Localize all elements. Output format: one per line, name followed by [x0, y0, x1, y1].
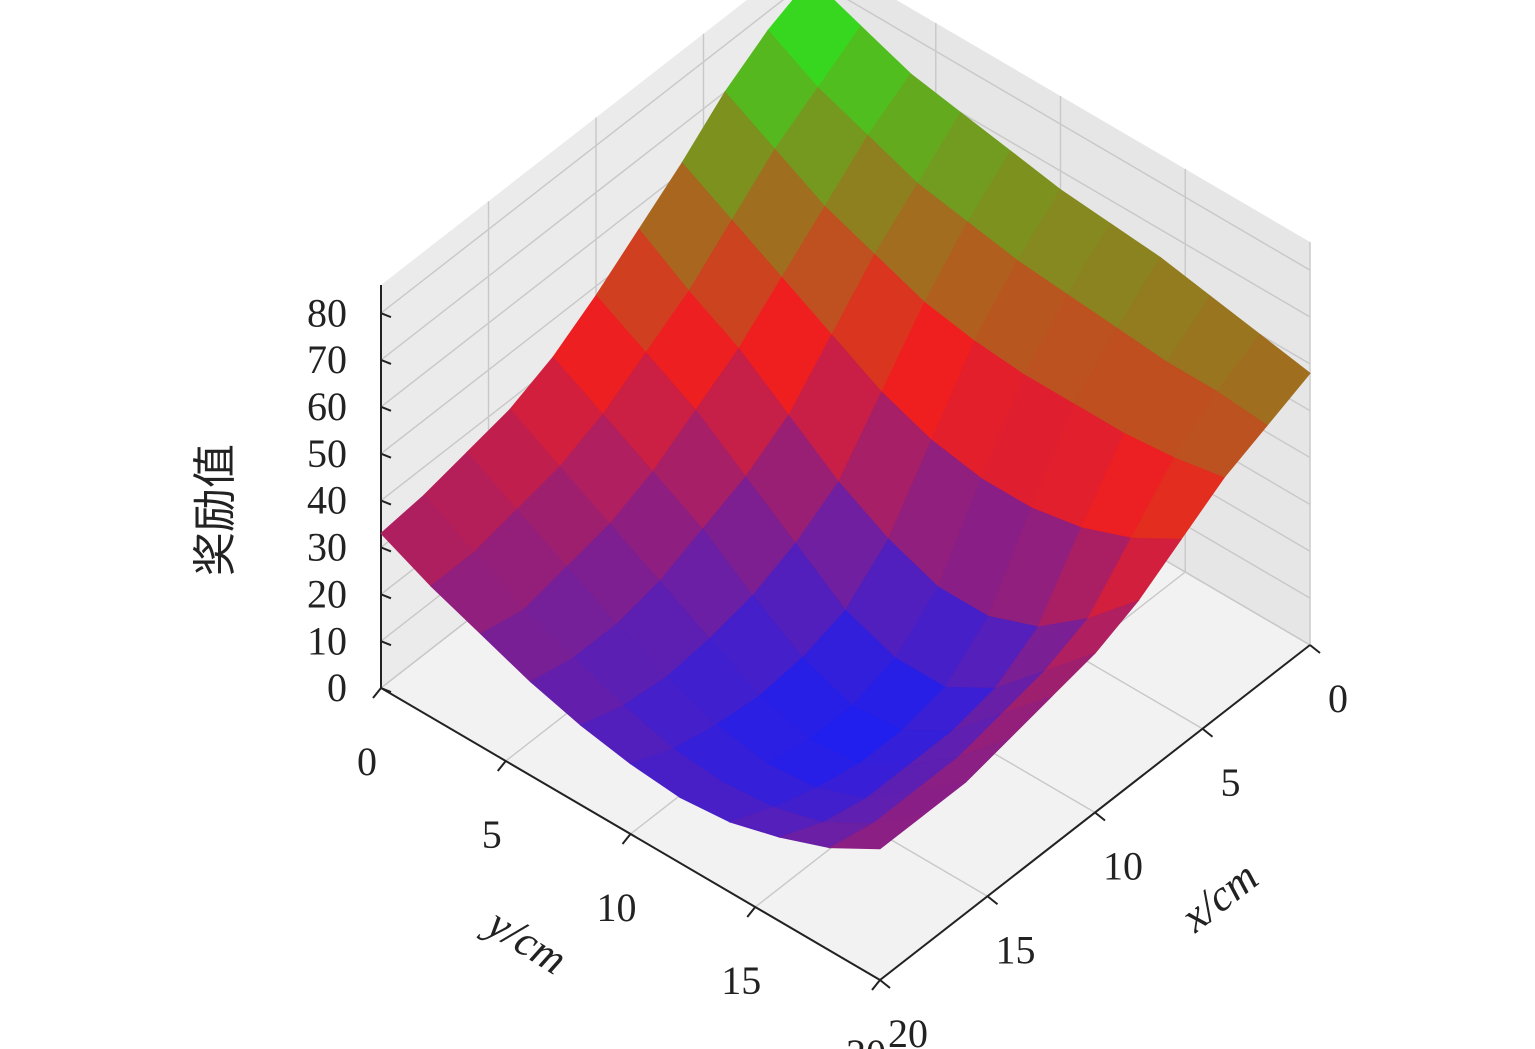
surface-patch	[828, 814, 924, 850]
z-axis-label: 奖励值	[191, 444, 240, 576]
z-tick-label: 50	[307, 431, 347, 476]
z-tick-label: 0	[327, 665, 347, 710]
y-tick-label: 15	[721, 958, 761, 1003]
tick-mark	[986, 895, 999, 906]
tick-mark	[380, 640, 392, 647]
tick-mark	[1094, 811, 1106, 822]
x-tick-label: 5	[1221, 760, 1241, 805]
tick-mark	[380, 687, 392, 693]
x-tick-label: 20	[888, 1011, 928, 1049]
z-tick-label: 80	[307, 290, 347, 335]
x-axis-label: x/cm	[1171, 852, 1267, 942]
y-tick-label: 10	[597, 885, 637, 930]
tick-mark	[746, 906, 757, 918]
z-tick-label: 60	[307, 384, 347, 429]
tick-mark	[380, 452, 392, 459]
tick-mark	[879, 979, 891, 989]
tick-mark	[380, 499, 392, 506]
y-tick-label: 20	[846, 1031, 886, 1049]
z-tick-label: 20	[307, 571, 347, 616]
tick-mark	[380, 359, 392, 365]
y-axis-label: y/cm	[476, 896, 576, 984]
x-tick-label: 10	[1103, 844, 1143, 889]
tick-mark	[380, 405, 392, 412]
tick-mark	[496, 760, 507, 772]
tick-mark	[380, 546, 392, 553]
z-tick-label: 30	[307, 525, 347, 570]
tick-mark	[372, 687, 382, 699]
x-tick-label: 0	[1328, 676, 1348, 721]
tick-mark	[1201, 727, 1214, 738]
y-tick-label: 5	[482, 812, 502, 857]
z-tick-label: 40	[307, 478, 347, 523]
tick-mark	[621, 833, 632, 845]
tick-mark	[1309, 644, 1321, 654]
tick-mark	[871, 979, 881, 991]
tick-mark	[380, 593, 392, 600]
y-tick-label: 0	[357, 739, 377, 784]
x-tick-label: 15	[996, 927, 1036, 972]
z-tick-label: 10	[307, 618, 347, 663]
z-tick-label: 70	[307, 337, 347, 382]
tick-mark	[380, 312, 392, 319]
